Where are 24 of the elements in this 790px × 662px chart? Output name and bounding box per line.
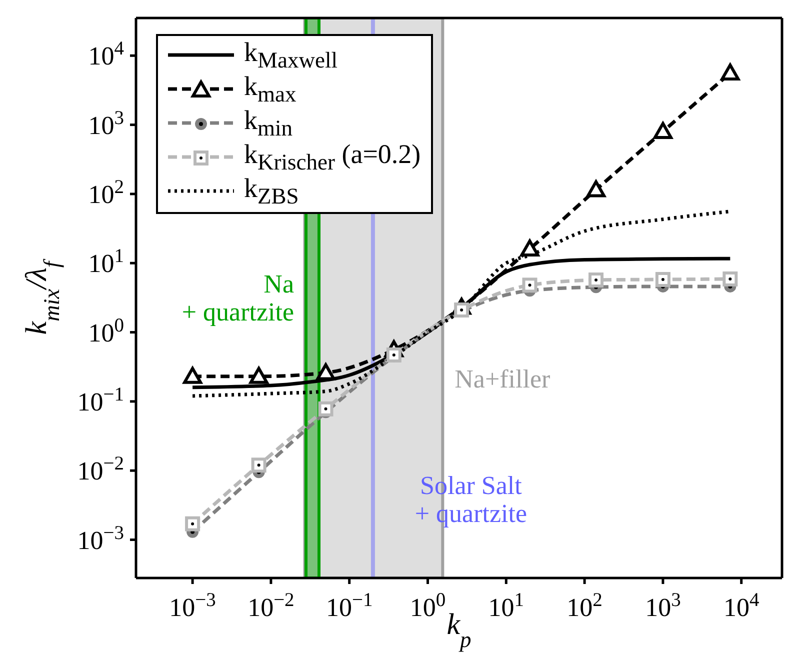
y-tick-label: 10$^{2}$: [88, 176, 124, 209]
y-tick-label: 10$^{−1}$: [77, 384, 124, 416]
x-axis-title: k$_{p}$: [446, 608, 472, 652]
x-tick-label: 10$^{−1}$: [326, 590, 373, 622]
y-tick-label: 10$^{3}$: [88, 107, 124, 140]
band-label: Na+filler: [454, 364, 551, 394]
y-tick-label: 10$^{1}$: [88, 246, 124, 278]
legend-label: k$_{Krischer}$ (a=0.2): [244, 138, 421, 174]
y-tick-label: 10$^{−2}$: [77, 453, 124, 486]
x-tick-label: 10$^{−2}$: [248, 590, 294, 622]
legend-label: k$_{ZBS}$: [244, 172, 299, 210]
y-tick-label: 10$^{0}$: [88, 314, 124, 348]
x-tick-label: 10$^{4}$: [723, 590, 760, 622]
y-tick-label: 10$^{−3}$: [77, 522, 124, 555]
band-label: Na + quartzite: [182, 269, 294, 326]
x-tick-label: 10$^{2}$: [566, 590, 602, 622]
legend-label: k$_{min}$: [244, 104, 293, 140]
x-tick-label: 10$^{0}$: [410, 590, 446, 622]
x-tick-label: 10$^{1}$: [488, 590, 524, 622]
x-tick-label: 10$^{3}$: [645, 590, 681, 622]
x-tick-label: 10$^{−3}$: [169, 590, 216, 622]
legend-label: k$_{Maxwell}$: [244, 36, 338, 72]
legend-label: k$_{max}$: [244, 70, 296, 106]
y-tick-label: 10$^{4}$: [88, 38, 124, 71]
